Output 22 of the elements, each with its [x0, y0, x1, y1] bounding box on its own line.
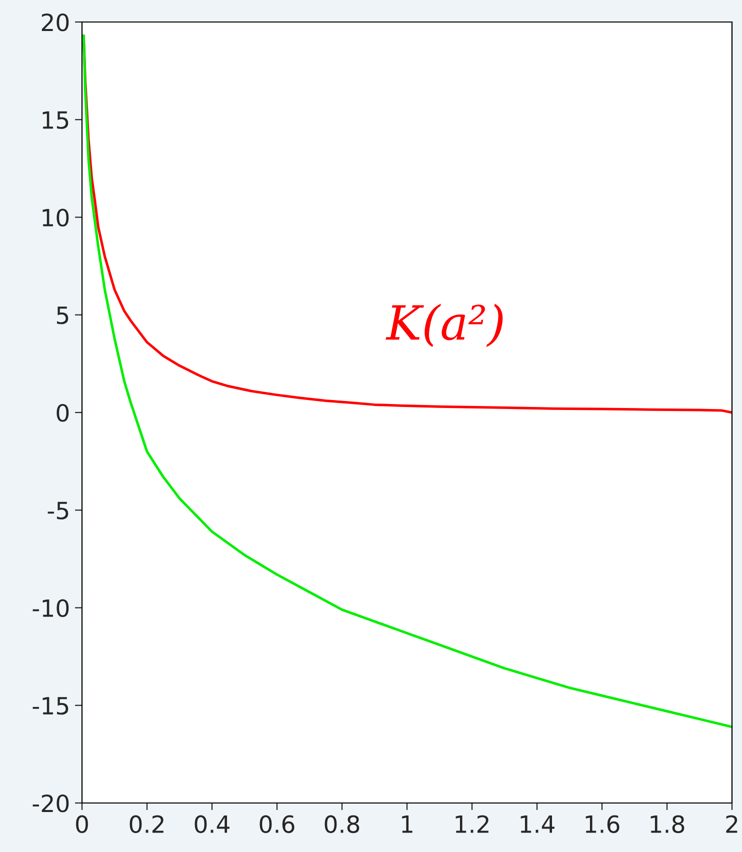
x-tick-label: 1.2 [456, 815, 488, 833]
x-tick-label: 0.2 [130, 815, 164, 834]
y-tick-label: 0 [56, 404, 69, 422]
x-tick-label: 0.8 [324, 815, 360, 834]
y-tick-label: -10 [32, 599, 69, 618]
x-tick-label: 2 [726, 815, 738, 833]
y-tick-label: -5 [48, 502, 68, 520]
y-tick-label: 20 [42, 13, 69, 32]
x-tick-label: 0.4 [194, 815, 230, 834]
y-tick-label: -20 [32, 794, 69, 812]
x-tick-label: 1.8 [650, 815, 684, 834]
x-tick-label: 1.6 [586, 815, 620, 834]
x-tick-label: 0.6 [260, 815, 294, 834]
y-tick-label: -15 [32, 697, 68, 715]
y-tick-label: 5 [56, 306, 68, 324]
x-tick-label: 0 [76, 815, 88, 834]
y-tick-label: 10 [42, 208, 69, 227]
line-series [82, 34, 732, 728]
y-tick-label: 15 [42, 111, 68, 129]
series-label: K(a²) [386, 304, 503, 347]
x-tick-label: 1.4 [520, 816, 554, 833]
x-tick-label: 1 [402, 816, 412, 833]
